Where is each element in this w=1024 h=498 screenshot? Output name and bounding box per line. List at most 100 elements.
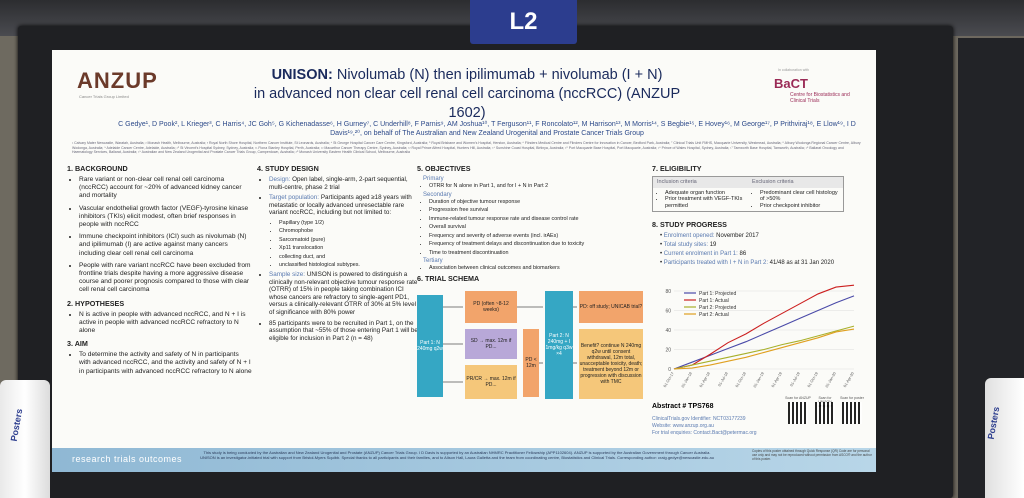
title-line1: Nivolumab (N) then ipilimumab + nivoluma… (336, 67, 663, 83)
bact-logo: BaCT (774, 76, 808, 91)
list-item: N is active in people with advanced nccR… (79, 311, 252, 336)
target-label: Target population: (269, 194, 320, 202)
column-3: 5. OBJECTIVES Primary OTRR for N alone i… (417, 162, 652, 405)
abstract-number: Abstract # TPS768 (652, 403, 714, 410)
list-item: Time to treatment discontinuation (429, 250, 652, 257)
progress-value: 86 (739, 251, 747, 258)
title-bold: UNISON: (271, 67, 333, 83)
progress-value: 19 (709, 242, 717, 249)
chart-x-tick-label: 01-Oct-18 (735, 372, 747, 389)
list-item: 85 participants were to be recruited in … (269, 320, 422, 343)
clinicaltrials-link[interactable]: ClinicalTrials.gov Identifier: NCT031772… (652, 416, 746, 422)
schema-pd12-box: PD < 12m (523, 328, 539, 397)
objectives-heading: 5. OBJECTIVES (417, 164, 471, 173)
schema-sd-box: SD → max. 12m if PD... (465, 328, 517, 359)
schema-pd-box: PD (often ~8-12 weeks) (465, 290, 517, 323)
design-text: Open label, single-arm, 2-part sequentia… (269, 176, 408, 191)
list-item: Progression free survival (429, 207, 652, 214)
list-item: Rare variant or non-clear cell renal cel… (79, 176, 252, 201)
chart-x-tick-label: 01-Jan-19 (753, 372, 765, 389)
qr-code-unison[interactable] (815, 402, 835, 424)
chart-x-tick-label: 01-Jan-18 (681, 372, 693, 389)
list-item: Sample size: UNISON is powered to distin… (269, 271, 422, 317)
schema-part2-box: Part 2: N 240mg + I 1mg/kg q3w ×4 (545, 290, 573, 399)
stand-right-text: Posters (985, 405, 1002, 441)
poster-header: ANZUP Cancer Trials Group Limited UNISON… (52, 50, 876, 123)
progress-heading: 8. STUDY PROGRESS (652, 220, 727, 230)
chart-x-tick-label: 01-Jul-18 (717, 372, 728, 388)
enquiries-link[interactable]: For trial enquiries: Contact.Bact@peterm… (652, 430, 757, 436)
bact-collab-label: In collaboration with (778, 68, 809, 72)
progress-key: Enrolment opened: (663, 233, 715, 240)
inclusion-header: Inclusion criteria (657, 179, 697, 185)
list-item: OTRR for N alone in Part 1, and for I + … (429, 183, 652, 190)
progress-value: 41/48 as at 31 Jan 2020 (769, 260, 835, 267)
poster-footer: research trials outcomes This study is b… (52, 448, 876, 472)
chart-x-tick-label: 01-Jul-19 (789, 372, 800, 388)
schema-benefit-box: Benefit? continue N 240mg q2w until cons… (579, 328, 643, 399)
list-item: Prior treatment with VEGF-TKIs permitted (665, 196, 744, 209)
qr-code-poster[interactable] (842, 402, 862, 424)
schema-prcr-box: PR/CR → max. 12m if PD... (465, 364, 517, 399)
poster-stand-right: Posters (985, 378, 1024, 498)
chart-y-tick-label: 40 (665, 328, 671, 334)
anzup-logo-sub: Cancer Trials Group Limited (79, 94, 129, 99)
list-item: Adequate organ function (665, 190, 744, 197)
secondary-list: Duration of objective tumour response Pr… (417, 199, 652, 257)
list-item: Target population: Participants aged ≥18… (269, 194, 422, 217)
progress-list: • Enrolment opened: November 2017 • Tota… (660, 233, 835, 267)
chart-x-tick-label: 01-Apr-18 (699, 372, 711, 389)
poster-title: UNISON: Nivolumab (N) then ipilimumab + … (252, 66, 682, 123)
secondary-label: Secondary (423, 191, 452, 198)
chart-legend-label: Part 1: Actual (699, 298, 729, 304)
affiliations: ¹ Calvary Mater Newcastle, Waratah, Aust… (72, 141, 861, 154)
schema-heading: 6. TRIAL SCHEMA (417, 273, 480, 283)
list-item: Immune checkpoint inhibitors (ICI) such … (79, 233, 252, 258)
schema-arrows (443, 306, 577, 382)
list-item: Papillary (type 1/2) (279, 220, 422, 227)
list-item: collecting duct, and (279, 254, 422, 261)
list-item: Prior checkpoint inhibitor (760, 203, 839, 210)
footer-tagline: research trials outcomes (72, 454, 183, 464)
subtype-list: Papillary (type 1/2) Chromophobe Sarcoma… (257, 220, 422, 269)
qr-label: Scan for ANZUP (785, 396, 811, 400)
aim-heading: 3. AIM (67, 339, 88, 349)
qr-code-anzup[interactable] (788, 402, 808, 424)
list-item: unclassified histological subtypes. (279, 262, 422, 269)
chart-x-tick-label: 01-Oct-19 (807, 372, 819, 389)
footer-copyright: Copies of this poster obtained through Q… (752, 449, 872, 461)
chart-x-tick-label: 01-Apr-20 (843, 372, 855, 389)
chart-legend-label: Part 1: Projected (699, 291, 736, 297)
design-heading: 4. STUDY DESIGN (257, 164, 319, 173)
list-item: Chromophobe (279, 228, 422, 235)
list-item: Predominant clear cell histology of >50% (760, 190, 839, 203)
list-item: People with rare variant nccRCC have bee… (79, 262, 252, 295)
author-list: C Gedye¹, D Pook², L Krieger³, C Harris⁴… (118, 121, 856, 137)
chart-series-line (673, 328, 855, 370)
title-line2: in advanced non clear cell renal cell ca… (253, 86, 681, 121)
primary-label: Primary (423, 176, 444, 182)
progress-key: Participants treated with I + N in Part … (663, 260, 768, 267)
column-4: 7. ELIGIBILITY Inclusion criteria Exclus… (652, 162, 867, 268)
list-item: Duration of objective tumour response (429, 199, 652, 206)
board-number-sign: L2 (470, 0, 577, 44)
qr-label: Scan for poster (840, 396, 864, 400)
footer-note: This study is being conducted by the Aus… (200, 450, 714, 460)
background-list: Rare variant or non-clear cell renal cel… (67, 176, 252, 295)
poster-stand-left: Posters (0, 380, 50, 498)
schema-offstudy-box: PD: off study; UNICAB trial? (579, 290, 643, 323)
chart-y-tick-label: 60 (665, 309, 671, 315)
design-label: Design: (269, 176, 291, 183)
progress-key: Current enrolment in Part 1: (663, 251, 738, 258)
list-item: Association between clinical outcomes an… (429, 265, 652, 272)
trial-schema-diagram: Part 1: N 240mg q2w PD (often ~8-12 week… (417, 287, 647, 405)
list-item: To determine the activity and safety of … (79, 351, 252, 376)
chart-x-tick-label: 01-Oct-17 (663, 372, 675, 389)
schema-part1-box: Part 1: N 240mg q2w (417, 294, 443, 397)
chart-legend-label: Part 2: Projected (699, 305, 736, 311)
chart-x-tick-label: 01-Apr-19 (771, 372, 783, 389)
progress-key: Total study sites: (663, 242, 709, 249)
tertiary-label: Tertiary (423, 258, 443, 264)
website-link[interactable]: Website: www.anzup.org.au (652, 423, 714, 429)
progress-chart: 0 20 40 60 80 01-Oct-17 01-Jan-18 01-Apr-18 01-J… (663, 284, 855, 389)
